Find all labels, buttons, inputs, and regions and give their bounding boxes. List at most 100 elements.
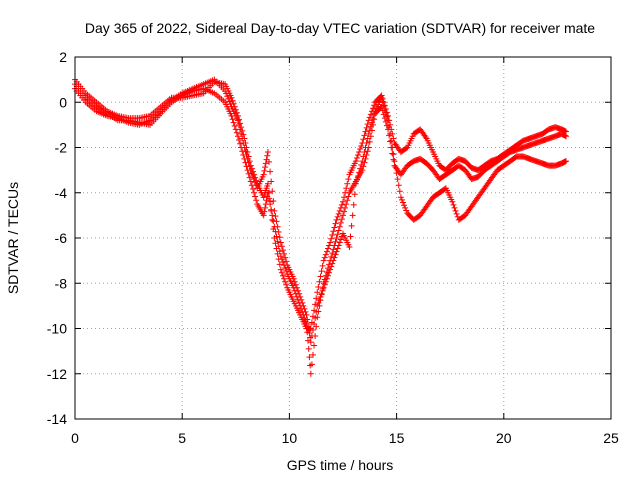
data-point xyxy=(378,92,385,99)
x-tick-label: 10 xyxy=(282,430,298,446)
data-point xyxy=(333,235,340,241)
y-tick-label: -8 xyxy=(55,275,68,291)
data-point xyxy=(331,224,338,231)
data-point xyxy=(242,139,249,146)
data-point xyxy=(344,197,351,204)
data-point xyxy=(268,207,275,214)
data-point xyxy=(562,128,569,135)
data-point xyxy=(313,295,320,302)
data-point xyxy=(364,135,371,142)
data-point xyxy=(267,168,274,175)
data-point xyxy=(330,246,337,253)
data-point xyxy=(356,169,363,176)
data-point xyxy=(253,177,260,184)
data-point xyxy=(282,265,289,272)
data-point xyxy=(453,210,460,217)
data-point xyxy=(340,212,346,219)
data-point xyxy=(312,301,319,308)
data-point xyxy=(251,171,258,178)
y-tick-label: -4 xyxy=(55,185,68,201)
data-point xyxy=(307,325,314,332)
data-point xyxy=(272,213,279,220)
data-point xyxy=(397,194,404,201)
data-point xyxy=(315,284,322,291)
data-point xyxy=(249,185,256,192)
data-marks xyxy=(72,76,569,377)
data-point xyxy=(389,130,396,137)
data-point xyxy=(330,257,337,264)
data-point xyxy=(260,212,267,219)
data-point xyxy=(450,201,457,208)
x-tick-label: 15 xyxy=(389,430,405,446)
y-axis-label: SDTVAR / TECUs xyxy=(5,182,21,294)
data-point xyxy=(247,162,254,169)
data-point xyxy=(233,129,240,136)
data-point xyxy=(306,354,313,361)
data-point xyxy=(365,117,372,124)
data-point xyxy=(267,198,274,205)
data-point xyxy=(307,339,314,346)
data-point xyxy=(338,201,345,208)
data-point xyxy=(334,245,341,252)
data-point xyxy=(261,208,268,215)
data-point xyxy=(365,130,372,137)
data-point xyxy=(319,287,326,294)
data-point xyxy=(309,351,316,358)
data-point xyxy=(272,240,279,247)
data-point xyxy=(330,228,337,235)
data-point xyxy=(332,238,339,245)
data-point xyxy=(270,225,277,232)
series-trace-a xyxy=(72,81,569,377)
data-point xyxy=(251,189,258,196)
data-point xyxy=(381,102,388,109)
data-point xyxy=(303,311,310,318)
data-point xyxy=(276,261,283,268)
data-point xyxy=(341,208,348,215)
data-point xyxy=(234,133,241,140)
data-point xyxy=(403,145,410,152)
data-point xyxy=(299,299,306,306)
data-point xyxy=(274,250,281,257)
data-point xyxy=(394,176,401,183)
data-point xyxy=(346,244,353,251)
data-point xyxy=(367,123,374,130)
data-point xyxy=(229,116,236,123)
data-point xyxy=(364,121,371,128)
data-point xyxy=(366,138,373,145)
data-point xyxy=(236,116,243,123)
data-point xyxy=(368,108,375,115)
data-point xyxy=(402,204,409,211)
data-point xyxy=(344,180,351,187)
data-point xyxy=(363,152,370,159)
data-point xyxy=(357,146,364,153)
x-tick-label: 5 xyxy=(178,430,186,446)
data-point xyxy=(323,275,330,282)
data-point xyxy=(225,95,232,102)
chart-title: Day 365 of 2022, Sidereal Day-to-day VTE… xyxy=(85,20,595,36)
data-point xyxy=(238,124,245,131)
data-point xyxy=(308,333,315,340)
data-point xyxy=(247,178,254,185)
data-point xyxy=(390,156,397,163)
data-point xyxy=(390,151,397,158)
data-point xyxy=(252,193,259,200)
data-point xyxy=(360,136,367,143)
data-point xyxy=(321,254,328,261)
data-point xyxy=(359,158,366,165)
data-point xyxy=(273,218,280,225)
data-point xyxy=(336,207,343,214)
data-point xyxy=(245,170,252,177)
data-point xyxy=(271,235,278,241)
data-point xyxy=(307,370,314,377)
data-point xyxy=(355,152,362,159)
data-point xyxy=(270,198,277,205)
data-point xyxy=(241,135,248,142)
data-point xyxy=(403,207,410,214)
data-point xyxy=(366,114,373,121)
data-point xyxy=(338,216,345,223)
data-point xyxy=(274,223,281,230)
data-point xyxy=(362,128,369,135)
data-point xyxy=(380,99,387,106)
data-point xyxy=(357,165,364,172)
